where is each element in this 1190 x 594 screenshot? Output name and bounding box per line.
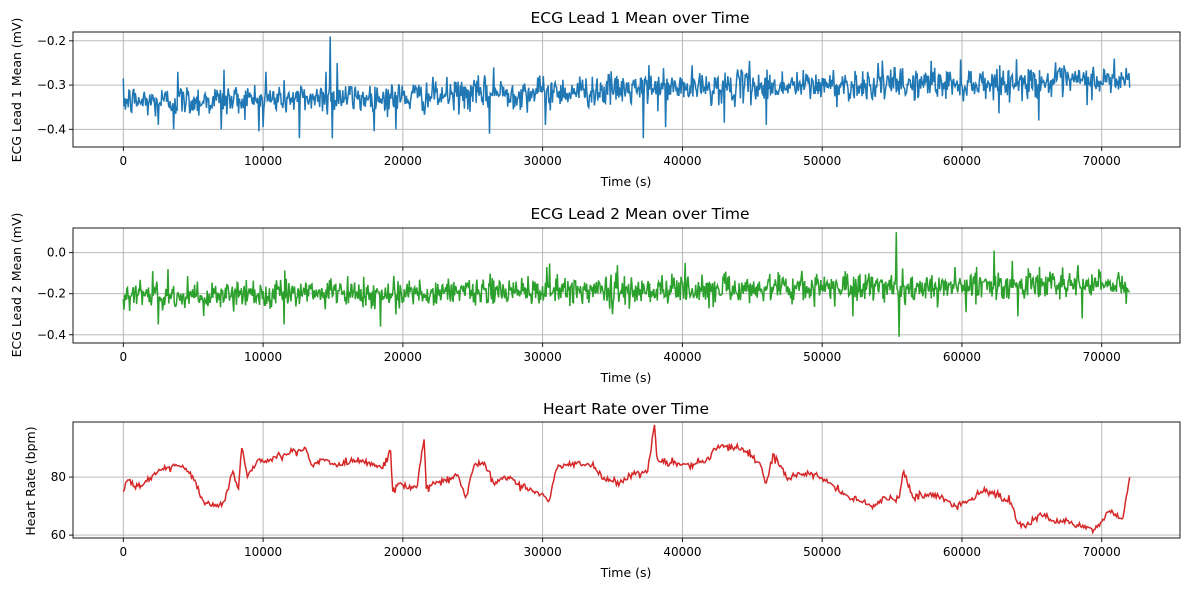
x-tick-label: 60000 <box>943 350 981 364</box>
x-tick-label: 50000 <box>803 350 841 364</box>
subplot-heart-rate: Heart Rate over Time 0 10000 20000 30000 400… <box>23 400 1181 580</box>
x-tick-label: 0 <box>119 545 127 559</box>
y-tick-label: −0.2 <box>37 34 66 48</box>
y-tick-label: −0.2 <box>37 287 66 301</box>
series-line <box>122 232 1131 337</box>
subplot-ecg-lead-1: ECG Lead 1 Mean over Time 0 10000 20000 300… <box>9 9 1181 189</box>
chart-title: ECG Lead 1 Mean over Time <box>530 9 749 27</box>
x-tick-label: 10000 <box>244 545 282 559</box>
x-tick-label: 30000 <box>524 154 562 168</box>
y-tick-label: −0.4 <box>37 122 66 136</box>
x-tick-label: 30000 <box>524 350 562 364</box>
x-axis-label: Time (s) <box>600 565 652 580</box>
x-tick-label: 50000 <box>803 545 841 559</box>
plot-frame <box>72 227 1181 344</box>
y-axis-label: ECG Lead 1 Mean (mV) <box>9 18 24 163</box>
x-tick-label: 20000 <box>384 545 422 559</box>
y-tick-label: −0.4 <box>37 328 66 342</box>
x-tick-label: 40000 <box>663 545 701 559</box>
y-axis-label: Heart Rate (bpm) <box>23 426 38 535</box>
x-axis-label: Time (s) <box>600 370 652 385</box>
chart-title: ECG Lead 2 Mean over Time <box>530 205 749 223</box>
x-tick-label: 20000 <box>384 154 422 168</box>
x-tick-label: 20000 <box>384 350 422 364</box>
subplot-ecg-lead-2: ECG Lead 2 Mean over Time 0 10000 20000 300… <box>9 205 1181 385</box>
x-tick-label: 40000 <box>663 154 701 168</box>
x-tick-label: 60000 <box>943 154 981 168</box>
y-tick-label: 0.0 <box>47 246 66 260</box>
x-tick-label: 10000 <box>244 154 282 168</box>
x-tick-label: 40000 <box>663 350 701 364</box>
y-tick-label: 60 <box>51 528 66 542</box>
x-tick-label: 60000 <box>943 545 981 559</box>
x-tick-label: 0 <box>119 154 127 168</box>
x-tick-label: 70000 <box>1083 154 1121 168</box>
y-tick-label: −0.3 <box>37 78 66 92</box>
x-tick-label: 30000 <box>524 545 562 559</box>
x-tick-label: 70000 <box>1083 350 1121 364</box>
x-axis-label: Time (s) <box>600 174 652 189</box>
y-tick-label: 80 <box>51 470 66 484</box>
x-tick-label: 0 <box>119 350 127 364</box>
x-tick-label: 70000 <box>1083 545 1121 559</box>
plot-frame <box>72 421 1181 539</box>
series-line <box>122 424 1131 535</box>
plot-frame <box>72 31 1181 148</box>
x-tick-label: 10000 <box>244 350 282 364</box>
x-tick-label: 50000 <box>803 154 841 168</box>
chart-title: Heart Rate over Time <box>543 400 709 418</box>
y-axis-label: ECG Lead 2 Mean (mV) <box>9 213 24 358</box>
series-line <box>122 36 1131 139</box>
